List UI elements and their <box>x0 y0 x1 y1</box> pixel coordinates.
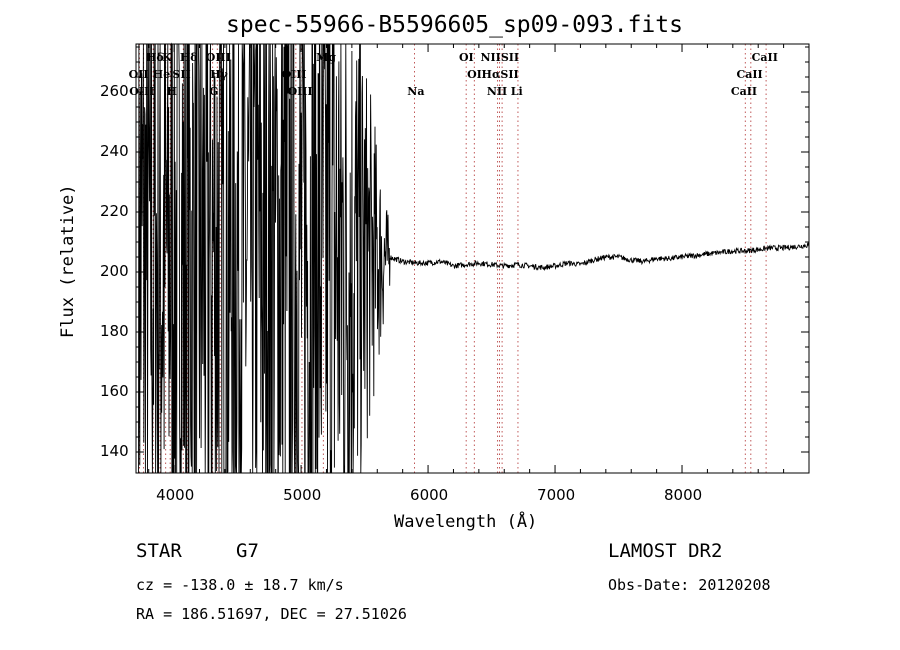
spectral-line-label: OII <box>128 68 149 81</box>
x-tick-label: 4000 <box>156 486 195 504</box>
redshift-text: cz = -138.0 ± 18.7 km/s <box>136 576 344 594</box>
y-tick-label: 240 <box>100 142 129 160</box>
spectral-line-label: G <box>209 85 219 98</box>
spectral-line-label: CaII <box>736 68 763 81</box>
spectral-line-label: HαSII <box>481 68 519 81</box>
spectrum-curve <box>138 42 810 474</box>
plot-frame <box>135 43 810 474</box>
y-tick-label: 200 <box>100 262 129 280</box>
spectral-line-label: OIII <box>287 85 313 98</box>
spectral-line-label: Na <box>407 85 425 98</box>
spectral-line-label: OI <box>467 68 482 81</box>
spectrum-line <box>138 42 810 474</box>
spectral-line-label: OI <box>458 51 474 64</box>
spectral-line-label: Hδ <box>179 51 198 64</box>
spectral-line-label: K <box>162 51 172 64</box>
spectral-line-label: Li <box>510 85 523 98</box>
chart-title: spec-55966-B5596605_sp09-093.fits <box>226 12 683 38</box>
spectral-line-label: Hδ <box>145 51 164 64</box>
obs-date: Obs-Date: 20120208 <box>608 576 771 594</box>
spectral-line-label: SII <box>172 68 191 81</box>
y-tick-label: 160 <box>100 382 129 400</box>
y-tick-label: 180 <box>100 322 129 340</box>
spectral-line-label: OIII <box>129 85 155 98</box>
spectral-line-label: CaII <box>751 51 778 64</box>
spectral-line-label: NIISII <box>480 51 520 64</box>
y-tick-label: 220 <box>100 202 129 220</box>
spectral-line-label: OIII <box>205 51 231 64</box>
spectral-line-label: H <box>166 85 177 98</box>
x-tick-label: 6000 <box>410 486 449 504</box>
coordinates: RA = 186.51697, DEC = 27.51026 <box>136 605 407 623</box>
x-tick-label: 8000 <box>664 486 703 504</box>
axis-ticks <box>136 44 809 473</box>
x-tick-label: 5000 <box>283 486 322 504</box>
x-tick-label: 7000 <box>537 486 576 504</box>
spectral-line-label: Hγ <box>210 68 228 81</box>
spectral-line-label: He <box>152 68 171 81</box>
y-tick-label: 140 <box>100 442 129 460</box>
y-tick-label: 260 <box>100 82 129 100</box>
spectral-line-label: Mg <box>316 51 336 64</box>
y-axis-label: Flux (relative) <box>58 184 78 338</box>
x-axis-label: Wavelength (Å) <box>394 512 538 532</box>
spectral-line-label: OIII <box>281 68 307 81</box>
survey-name: LAMOST DR2 <box>608 540 723 562</box>
object-subclass: G7 <box>236 540 259 562</box>
object-class: STAR <box>136 540 182 562</box>
spectral-line-label: NII <box>486 85 508 98</box>
spectral-line-label: CaII <box>730 85 758 98</box>
